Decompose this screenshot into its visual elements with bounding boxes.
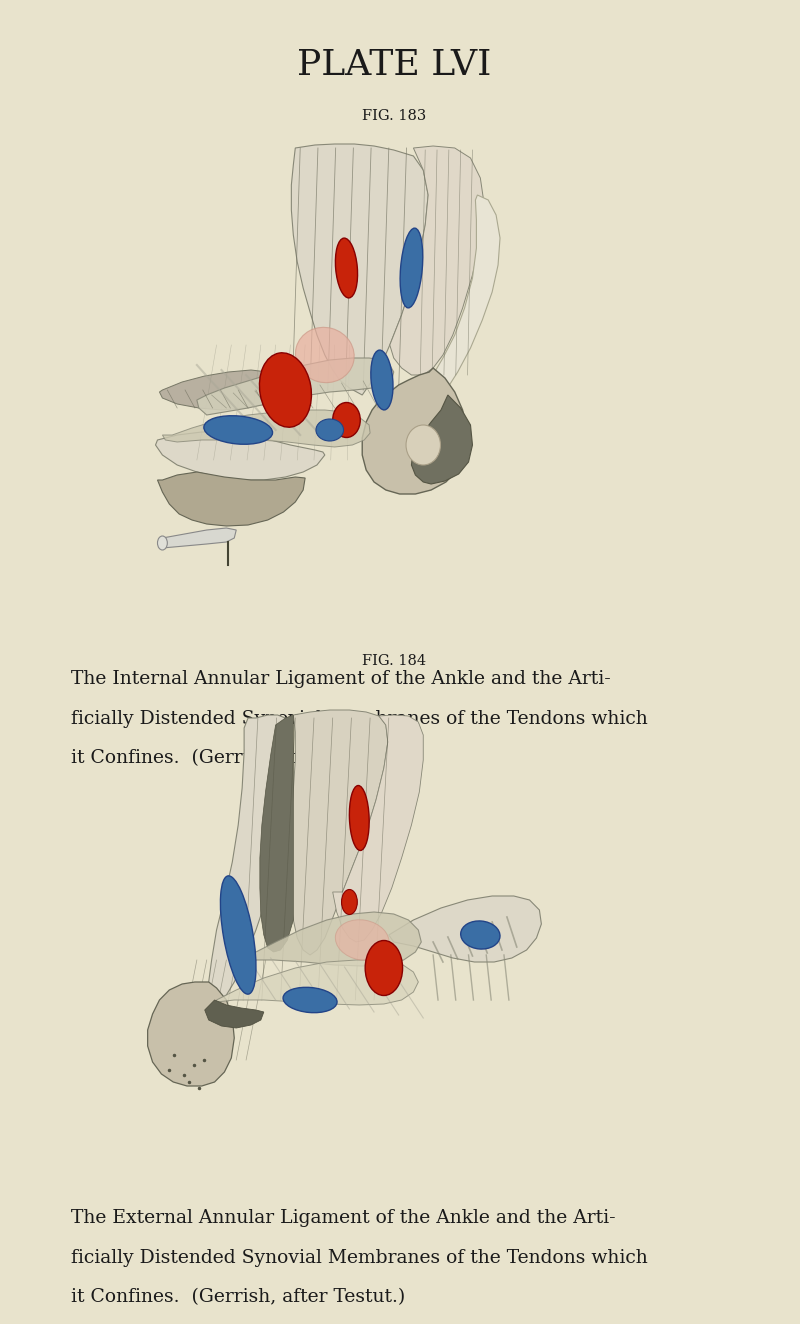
Ellipse shape (461, 922, 500, 949)
Polygon shape (209, 715, 294, 1000)
Polygon shape (155, 432, 325, 481)
Polygon shape (205, 1000, 264, 1027)
Polygon shape (244, 912, 422, 967)
Polygon shape (148, 982, 234, 1086)
Ellipse shape (371, 350, 393, 410)
Ellipse shape (204, 416, 273, 445)
Ellipse shape (335, 920, 389, 960)
Ellipse shape (295, 327, 354, 383)
Ellipse shape (342, 890, 358, 915)
Ellipse shape (333, 402, 360, 437)
Ellipse shape (400, 228, 422, 308)
Text: FIG. 183: FIG. 183 (362, 109, 426, 123)
Polygon shape (389, 896, 542, 963)
Text: PLATE LVI: PLATE LVI (297, 48, 491, 82)
Ellipse shape (406, 425, 441, 465)
Text: The External Annular Ligament of the Ankle and the Arti-: The External Annular Ligament of the Ank… (71, 1209, 615, 1227)
Ellipse shape (316, 418, 343, 441)
Ellipse shape (365, 940, 402, 996)
Text: The Internal Annular Ligament of the Ankle and the Arti-: The Internal Annular Ligament of the Ank… (71, 670, 610, 688)
Text: FIG. 184: FIG. 184 (362, 654, 426, 669)
Text: ficially Distended Synovial Membranes of the Tendons which: ficially Distended Synovial Membranes of… (71, 1249, 648, 1267)
Polygon shape (411, 195, 500, 422)
Polygon shape (159, 369, 287, 410)
Ellipse shape (335, 238, 358, 298)
Polygon shape (162, 410, 370, 448)
Polygon shape (158, 471, 305, 526)
Text: it Confines.  (Gerrish, after Testut.): it Confines. (Gerrish, after Testut.) (71, 1288, 405, 1307)
Text: ficially Distended Synovial Membranes of the Tendons which: ficially Distended Synovial Membranes of… (71, 710, 648, 728)
Polygon shape (260, 715, 294, 952)
Ellipse shape (350, 785, 369, 850)
Polygon shape (290, 710, 388, 955)
Ellipse shape (283, 988, 337, 1013)
Polygon shape (411, 395, 473, 485)
Polygon shape (217, 960, 418, 1005)
Ellipse shape (259, 352, 311, 428)
Polygon shape (197, 357, 394, 414)
Polygon shape (291, 144, 428, 395)
Ellipse shape (158, 536, 167, 549)
Ellipse shape (221, 876, 256, 994)
Polygon shape (333, 715, 423, 941)
Polygon shape (390, 146, 484, 375)
Text: it Confines.  (Gerrish, after Testut.): it Confines. (Gerrish, after Testut.) (71, 749, 405, 768)
Polygon shape (362, 368, 466, 494)
Polygon shape (162, 528, 236, 548)
